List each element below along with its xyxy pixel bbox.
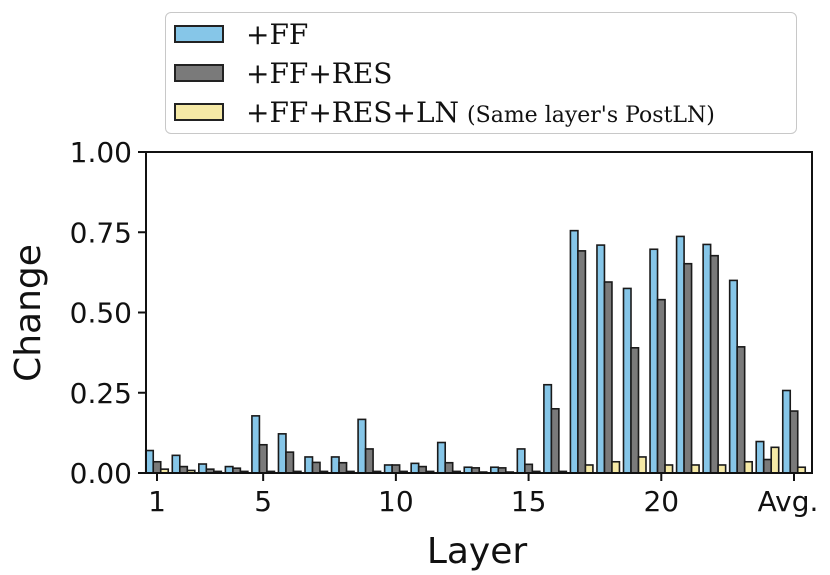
legend-note-postln: (Same layer's PostLN) xyxy=(467,102,715,128)
bar-series1-6 xyxy=(277,433,287,474)
bar-series1-23 xyxy=(728,279,738,474)
x-tick-label: 10 xyxy=(378,485,414,518)
x-tick-label: 15 xyxy=(511,485,547,518)
bar-series1-3 xyxy=(198,463,208,474)
bar-series3-23 xyxy=(743,460,753,474)
bar-series2-Avg xyxy=(789,410,799,474)
bar-series1-16 xyxy=(543,383,553,474)
bar-series3-20 xyxy=(664,464,674,474)
y-tick-label: 0.50 xyxy=(70,297,132,330)
bar-series3-21 xyxy=(690,464,700,474)
y-tick-label: 0.25 xyxy=(70,377,132,410)
bar-series2-10 xyxy=(391,464,401,474)
bar-series1-9 xyxy=(357,418,367,474)
bar-series2-15 xyxy=(524,463,534,474)
legend-item-ff-res-ln: +FF+RES+LN (Same layer's PostLN) xyxy=(174,95,715,129)
legend-label-ff: +FF xyxy=(246,17,309,51)
bar-series1-21 xyxy=(675,235,685,474)
bar-series3-18 xyxy=(611,460,621,474)
bar-series2-7 xyxy=(311,461,321,474)
bar-series2-24 xyxy=(762,458,773,474)
bar-series1-17 xyxy=(569,229,579,474)
bar-series1-8 xyxy=(330,456,340,474)
bar-series2-9 xyxy=(364,448,374,474)
bar-series2-5 xyxy=(258,443,268,474)
legend-label-ff-res: +FF+RES xyxy=(246,56,393,90)
bar-series2-22 xyxy=(709,254,719,474)
y-tick-label: 0.00 xyxy=(70,457,132,490)
x-axis-label: Layer xyxy=(427,531,528,572)
y-tick-label: 0.75 xyxy=(70,216,132,249)
bar-series1-15 xyxy=(516,448,526,474)
bar-series2-20 xyxy=(656,298,666,474)
y-axis-label: Change xyxy=(8,244,49,382)
bar-series2-1 xyxy=(152,460,162,474)
x-tick-label: Avg. xyxy=(758,485,819,518)
bar-series2-12 xyxy=(444,461,454,474)
legend-swatch-ff-res-ln xyxy=(174,103,224,121)
bar-series1-18 xyxy=(596,244,606,474)
legend-swatch-ff-res xyxy=(174,64,224,82)
bar-series2-8 xyxy=(338,461,348,474)
bar-series1-10 xyxy=(383,464,393,474)
bar-series2-6 xyxy=(285,451,295,474)
legend: +FF +FF+RES +FF+RES+LN (Same layer's Post… xyxy=(165,12,797,134)
bar-series1-20 xyxy=(649,248,659,474)
bar-series2-19 xyxy=(630,347,640,474)
bar-series2-16 xyxy=(550,407,560,474)
bar-series3-17 xyxy=(584,464,594,474)
bar-series3-22 xyxy=(717,464,727,474)
legend-item-ff-res: +FF+RES xyxy=(174,56,392,90)
bar-series2-18 xyxy=(603,281,613,474)
bar-series1-22 xyxy=(702,243,712,474)
legend-label-ff-res-ln: +FF+RES+LN xyxy=(246,95,460,129)
bar-series3-19 xyxy=(637,456,647,474)
x-tick-label: 5 xyxy=(254,485,272,518)
legend-item-ff: +FF xyxy=(174,17,308,51)
bar-series1-Avg xyxy=(781,389,792,474)
bar-series1-11 xyxy=(410,462,420,474)
bar-series1-7 xyxy=(304,456,314,474)
bar-series1-19 xyxy=(622,287,632,474)
x-tick-label: 1 xyxy=(148,485,166,518)
x-tick-label: 20 xyxy=(643,485,679,518)
legend-swatch-ff xyxy=(174,25,224,43)
legend-label-ff-res-ln-wrap: +FF+RES+LN (Same layer's PostLN) xyxy=(246,96,715,129)
bar-series1-12 xyxy=(436,441,447,474)
bar-series1-2 xyxy=(171,454,181,474)
bar-series2-23 xyxy=(736,346,746,474)
bar-series2-17 xyxy=(577,250,587,474)
bar-series1-24 xyxy=(755,440,765,474)
bar-series3-24 xyxy=(770,446,780,474)
y-tick-label: 1.00 xyxy=(70,136,132,169)
bar-series2-21 xyxy=(683,262,693,474)
bar-series1-5 xyxy=(251,415,261,474)
